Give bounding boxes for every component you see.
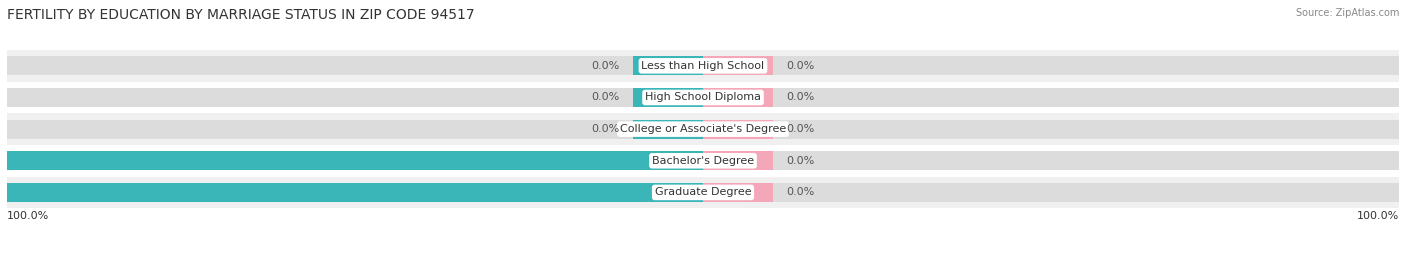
Bar bbox=[7, 183, 703, 202]
Bar bbox=[7, 183, 703, 202]
Text: 0.0%: 0.0% bbox=[786, 156, 814, 166]
Bar bbox=[703, 56, 773, 75]
Bar bbox=[703, 88, 773, 107]
Bar bbox=[633, 56, 703, 75]
Bar bbox=[7, 50, 1399, 82]
Legend: Married, Unmarried: Married, Unmarried bbox=[613, 264, 793, 269]
Bar bbox=[703, 88, 1399, 107]
Bar bbox=[703, 183, 1399, 202]
Bar bbox=[703, 56, 1399, 75]
Bar bbox=[703, 151, 1399, 170]
Bar bbox=[703, 183, 773, 202]
Text: 0.0%: 0.0% bbox=[592, 61, 620, 71]
Text: 0.0%: 0.0% bbox=[786, 187, 814, 197]
Bar bbox=[7, 113, 1399, 145]
Text: 0.0%: 0.0% bbox=[786, 124, 814, 134]
Text: 0.0%: 0.0% bbox=[592, 124, 620, 134]
Bar bbox=[7, 151, 703, 170]
Bar bbox=[633, 120, 703, 139]
Text: College or Associate's Degree: College or Associate's Degree bbox=[620, 124, 786, 134]
Bar bbox=[7, 88, 703, 107]
Text: 0.0%: 0.0% bbox=[786, 61, 814, 71]
Text: 100.0%: 100.0% bbox=[7, 211, 49, 221]
Bar bbox=[7, 151, 703, 170]
Bar bbox=[7, 145, 1399, 176]
Text: Bachelor's Degree: Bachelor's Degree bbox=[652, 156, 754, 166]
Text: High School Diploma: High School Diploma bbox=[645, 93, 761, 102]
Bar bbox=[703, 120, 1399, 139]
Bar bbox=[7, 120, 703, 139]
Text: Source: ZipAtlas.com: Source: ZipAtlas.com bbox=[1295, 8, 1399, 18]
Text: 100.0%: 100.0% bbox=[1357, 211, 1399, 221]
Text: FERTILITY BY EDUCATION BY MARRIAGE STATUS IN ZIP CODE 94517: FERTILITY BY EDUCATION BY MARRIAGE STATU… bbox=[7, 8, 475, 22]
Text: Graduate Degree: Graduate Degree bbox=[655, 187, 751, 197]
Text: 0.0%: 0.0% bbox=[786, 93, 814, 102]
Bar bbox=[7, 176, 1399, 208]
Bar bbox=[7, 82, 1399, 113]
Bar bbox=[7, 56, 703, 75]
Text: Less than High School: Less than High School bbox=[641, 61, 765, 71]
Bar bbox=[703, 120, 773, 139]
Text: 0.0%: 0.0% bbox=[592, 93, 620, 102]
Bar bbox=[633, 88, 703, 107]
Bar bbox=[703, 151, 773, 170]
